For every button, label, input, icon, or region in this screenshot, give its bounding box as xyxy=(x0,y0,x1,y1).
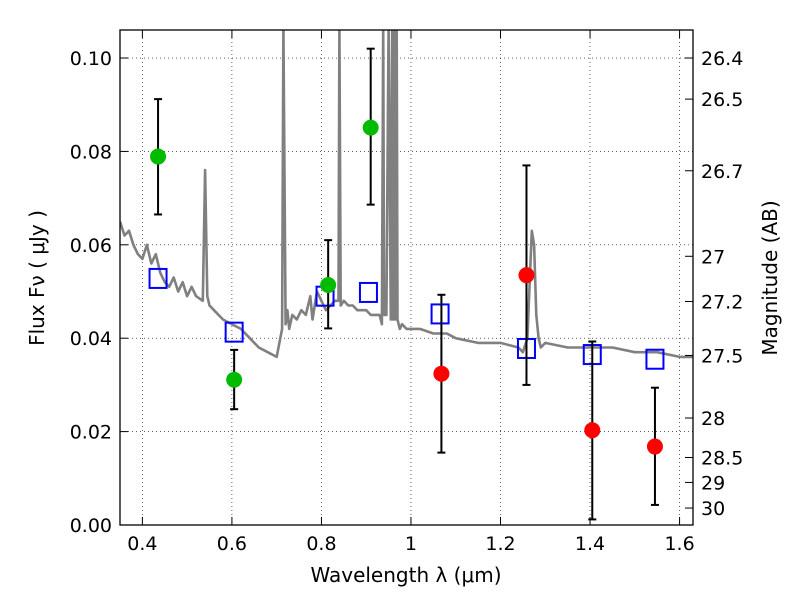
axis-ticks: 0.4 0.6 0.8 1 1.2 1.4 1.6 0.00 0.02 0.04 0.06 0.08 0… xyxy=(70,30,743,555)
y-tick-label: 0.04 xyxy=(70,328,112,350)
x-tick-label: 0.8 xyxy=(306,533,336,555)
x-tick-label: 1.2 xyxy=(485,533,515,555)
data-markers xyxy=(148,47,665,521)
y-right-tick-label: 29 xyxy=(701,472,725,494)
y-right-tick-label: 26.4 xyxy=(701,48,743,70)
plot-frame xyxy=(119,29,694,526)
green-data-point xyxy=(320,276,337,293)
model-spectrum xyxy=(120,30,693,359)
y-tick-label: 0.00 xyxy=(70,515,112,537)
x-tick-label: 1.6 xyxy=(664,533,694,555)
y-tick-label: 0.02 xyxy=(70,422,112,444)
y-right-tick-label: 27 xyxy=(701,246,725,268)
y-right-tick-label: 30 xyxy=(701,498,725,520)
green-data-point xyxy=(226,371,243,388)
spectrum-line xyxy=(120,30,693,359)
grid-lines xyxy=(120,30,693,526)
model-photometry-square xyxy=(358,281,378,303)
plot-area xyxy=(120,30,693,525)
x-tick-label: 1 xyxy=(405,533,417,555)
y-right-tick-label: 26.5 xyxy=(701,89,743,111)
model-photometry-square xyxy=(148,267,168,289)
red-data-point xyxy=(433,365,450,382)
y-axis-right-label: Magnitude (AB) xyxy=(758,200,782,355)
y-tick-label: 0.06 xyxy=(70,235,112,257)
y-right-tick-label: 27.2 xyxy=(701,291,743,313)
x-tick-label: 0.4 xyxy=(127,533,157,555)
x-axis-label: Wavelength λ (μm) xyxy=(310,563,501,587)
x-tick-label: 0.6 xyxy=(217,533,247,555)
y-right-tick-label: 27.5 xyxy=(701,345,743,367)
y-right-tick-label: 28.5 xyxy=(701,448,743,470)
y-tick-label: 0.10 xyxy=(70,48,112,70)
model-photometry-square xyxy=(224,321,244,343)
red-data-point xyxy=(584,422,601,439)
green-data-point xyxy=(150,148,167,165)
model-photometry-square xyxy=(645,348,665,370)
y-tick-label: 0.08 xyxy=(70,141,112,163)
red-data-point xyxy=(646,438,663,455)
model-photometry-square xyxy=(430,303,450,325)
y-right-tick-label: 26.7 xyxy=(701,161,743,183)
y-right-tick-label: 28 xyxy=(701,408,725,430)
green-data-point xyxy=(362,119,379,136)
red-data-point xyxy=(518,267,535,284)
x-tick-label: 1.4 xyxy=(575,533,605,555)
y-axis-label: Flux Fν ( μJy ) xyxy=(25,210,49,346)
